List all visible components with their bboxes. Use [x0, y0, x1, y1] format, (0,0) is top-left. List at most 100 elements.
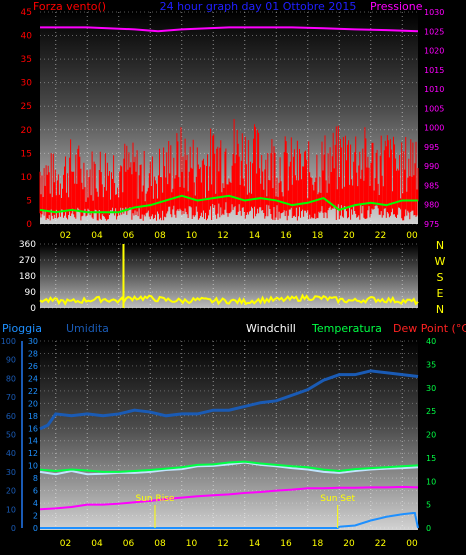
rain-y-tick: 14 [28, 437, 38, 446]
x-tick-label: 18 [312, 539, 324, 549]
wind-y-tick: 45 [21, 8, 32, 18]
rain-y-tick: 10 [28, 462, 38, 471]
rain-y-tick: 4 [33, 499, 38, 508]
x-tick-label: 20 [343, 539, 355, 549]
temp-y-tick: 40 [426, 337, 436, 346]
humidity-series [39, 369, 419, 431]
pressure-y-tick: 980 [424, 201, 439, 210]
wind-y-tick: 5 [26, 196, 32, 206]
wind-y-tick: 20 [21, 126, 33, 136]
rain-y-tick: 22 [28, 387, 38, 396]
x-tick-label: 16 [280, 231, 292, 241]
wind-axis-title: Forza vento() [33, 0, 106, 13]
x-tick-label: 02 [60, 231, 71, 241]
humidity-y-tick: 20 [6, 487, 16, 496]
humidity-y-tick: 0 [11, 524, 16, 533]
sunset-label: Sun Set [320, 494, 355, 504]
rain-y-tick: 8 [33, 474, 38, 483]
pressure-y-tick: 1020 [424, 47, 444, 56]
wind-y-tick: 25 [21, 102, 32, 112]
rain-y-tick: 16 [28, 424, 38, 433]
pressure-axis-title: Pressione [370, 0, 423, 13]
rain-y-tick: 24 [28, 374, 38, 383]
rain-y-tick: 12 [28, 449, 38, 458]
direction-y-tick: 270 [19, 256, 36, 266]
legend-dew-point: Dew Point (°C) [393, 322, 466, 335]
rain-y-tick: 30 [28, 337, 38, 346]
humidity-y-tick: 50 [6, 431, 16, 440]
x-tick-label: 08 [154, 231, 166, 241]
compass-n-top: N [436, 239, 444, 252]
wind-y-tick: 35 [21, 55, 32, 65]
compass-w: W [435, 255, 446, 268]
legend-pioggia: Pioggia [2, 322, 42, 335]
x-tick-label: 08 [154, 539, 166, 549]
x-tick-label: 06 [123, 539, 135, 549]
humidity-y-tick: 10 [6, 505, 16, 514]
pressure-y-tick: 985 [424, 181, 439, 190]
direction-y-tick: 0 [30, 304, 36, 314]
dew-point-series [39, 485, 419, 511]
x-tick-label: 06 [123, 231, 135, 241]
pressure-series [40, 26, 419, 33]
direction-y-tick: 180 [19, 272, 36, 282]
series-lines [39, 26, 419, 529]
rain-y-tick: 26 [28, 362, 38, 371]
x-tick-label: 20 [343, 231, 355, 241]
x-tick-label: 16 [280, 539, 292, 549]
compass-n-bottom: N [436, 303, 444, 316]
x-tick-label: 10 [186, 231, 198, 241]
humidity-y-tick: 60 [6, 412, 16, 421]
temp-y-tick: 35 [426, 360, 436, 369]
x-tick-label: 02 [60, 539, 71, 549]
x-tick-label: 00 [406, 539, 418, 549]
x-tick-label: 18 [312, 231, 324, 241]
wind-direction-series [39, 293, 419, 306]
wind-y-tick: 15 [21, 149, 32, 159]
rain-y-tick: 20 [28, 399, 38, 408]
windchill-series [39, 461, 419, 476]
temp-y-tick: 30 [426, 384, 436, 393]
temp-y-tick: 15 [426, 454, 436, 463]
x-tick-label: 00 [406, 231, 418, 241]
wind-y-tick: 10 [21, 173, 33, 183]
direction-y-tick: 360 [19, 240, 36, 250]
pressure-y-tick: 1030 [424, 8, 444, 17]
temp-y-tick: 5 [426, 501, 431, 510]
wind-gust-series [39, 119, 419, 221]
wind-y-tick: 0 [26, 220, 32, 230]
humidity-y-tick: 70 [6, 393, 16, 402]
weather-panel-bg [40, 340, 418, 530]
chart-title: 24 hour graph day 01 Ottobre 2015 [160, 0, 357, 13]
rain-y-tick: 2 [33, 512, 38, 521]
temp-y-tick: 25 [426, 407, 436, 416]
temp-y-tick: 20 [426, 431, 436, 440]
temperature-series [39, 460, 419, 473]
x-tick-label: 04 [91, 539, 103, 549]
pressure-y-tick: 1015 [424, 66, 444, 75]
x-tick-label: 14 [249, 539, 261, 549]
humidity-y-tick: 40 [6, 449, 16, 458]
rain-y-tick: 18 [28, 412, 38, 421]
humidity-y-tick: 30 [6, 468, 16, 477]
x-tick-label: 10 [186, 539, 198, 549]
pressure-y-tick: 990 [424, 162, 439, 171]
compass-s: S [437, 271, 444, 284]
humidity-y-tick: 80 [6, 374, 16, 383]
x-tick-label: 12 [217, 539, 228, 549]
pressure-y-tick: 1005 [424, 104, 444, 113]
temp-y-tick: 0 [426, 524, 431, 533]
pressure-y-tick: 1010 [424, 85, 444, 94]
rain-y-tick: 0 [33, 524, 38, 533]
x-tick-label: 22 [375, 231, 386, 241]
legend-umidita: Umidita [66, 322, 109, 335]
wind-y-tick: 30 [21, 79, 33, 89]
pressure-y-tick: 975 [424, 220, 439, 229]
rain-y-tick: 28 [28, 349, 38, 358]
humidity-y-tick: 100 [1, 337, 16, 346]
direction-y-tick: 90 [25, 288, 37, 298]
legend-windchill: Windchill [246, 322, 296, 335]
pressure-y-tick: 1025 [424, 27, 444, 36]
